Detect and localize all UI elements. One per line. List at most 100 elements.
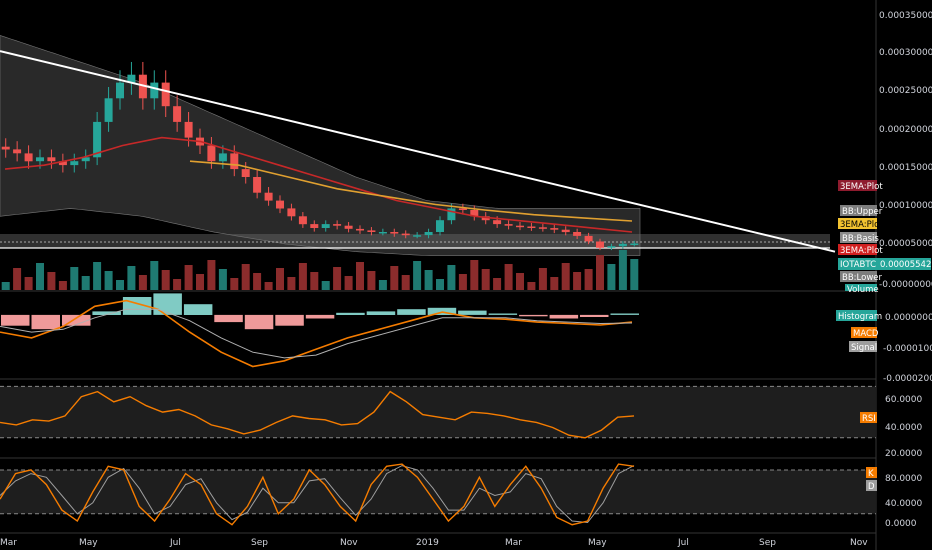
volume-bar: [424, 270, 433, 290]
stoch-tick-label: 80.0000: [885, 474, 922, 484]
candle-body: [127, 74, 136, 83]
indicator-tags[interactable]: 3EMA:Plot BB:Upper 3EMA:Plot BB:Basis 3E…: [836, 180, 931, 492]
candle-body: [527, 226, 536, 228]
candle-body: [81, 157, 90, 162]
volume-bar: [24, 277, 33, 290]
volume-bar: [367, 271, 376, 290]
volume-bar: [447, 265, 456, 290]
stoch-d-line: [0, 465, 635, 524]
macd-histogram-bar: [336, 312, 365, 315]
volume-bar: [356, 262, 364, 290]
histogram-tag[interactable]: Histogram: [836, 310, 882, 322]
volume-bar: [584, 269, 593, 290]
rsi-pane[interactable]: [0, 385, 876, 439]
macd-histogram-bar: [458, 310, 487, 315]
stoch-d-tag[interactable]: D: [866, 480, 877, 492]
symbol-tag[interactable]: IOTABTC: [838, 258, 877, 270]
stoch-k-tag[interactable]: K: [866, 467, 877, 479]
candle-body: [504, 224, 513, 226]
price-pane[interactable]: [0, 35, 836, 290]
volume-bar: [401, 275, 410, 290]
volume-bar: [618, 250, 627, 290]
volume-bar: [333, 267, 342, 290]
ema-plot-tag-low[interactable]: 3EMA:Plot: [838, 244, 883, 256]
time-tick-label: May: [588, 538, 607, 548]
candle-body: [367, 230, 376, 232]
bb-lower-tag-text: BB:Lower: [842, 273, 882, 283]
macd-line: [0, 299, 633, 368]
candle-body: [493, 220, 502, 225]
macd-axis[interactable]: 0.00000000 -0.00001000 -0.00002000: [883, 313, 932, 384]
volume-bar: [321, 281, 330, 290]
candle-body: [36, 157, 44, 162]
candle-body: [13, 149, 22, 154]
candle-body: [161, 82, 170, 107]
candle-body: [310, 224, 319, 228]
bb-lower-tag[interactable]: BB:Lower: [840, 271, 882, 283]
candle-body: [424, 232, 433, 236]
candle-body: [413, 235, 422, 237]
candle-body: [24, 153, 33, 162]
signal-tag[interactable]: Signal: [849, 341, 877, 353]
volume-bar: [264, 282, 273, 290]
macd-histogram-bar: [92, 311, 121, 315]
bb-upper-tag[interactable]: BB:Upper: [840, 205, 883, 217]
time-axis[interactable]: Mar May Jul Sep Nov 2019 Mar May Jul Sep…: [0, 538, 868, 548]
ema-orange-line: [189, 160, 633, 222]
time-tick-label: Jul: [677, 538, 689, 548]
candle-body: [618, 243, 627, 247]
candle-body: [298, 216, 307, 225]
rsi-axis[interactable]: 60.0000 40.0000 20.0000: [885, 395, 922, 459]
signal-tag-text: Signal: [851, 343, 877, 353]
candle-body: [470, 210, 479, 217]
price-tick-label: 0.00005000: [879, 239, 932, 249]
time-tick-label: Nov: [340, 538, 358, 548]
signal-line: [0, 308, 633, 359]
price-tick-label: 0.00020000: [879, 125, 932, 135]
volume-bar: [550, 277, 559, 290]
stoch-d-tag-text: D: [868, 482, 875, 492]
rsi-tick-label: 20.0000: [885, 449, 922, 459]
volume-bar: [93, 262, 102, 290]
volume-bar: [36, 263, 44, 290]
macd-histogram-bar: [580, 314, 609, 317]
stoch-axis[interactable]: 80.0000 40.0000 0.0000: [885, 474, 922, 529]
macd-histogram-bar: [519, 314, 548, 317]
candle-body: [184, 121, 193, 138]
candle-body: [630, 243, 639, 245]
macd-tag[interactable]: MACD: [851, 327, 879, 339]
volume-bar: [390, 266, 399, 290]
candle-body: [447, 208, 456, 221]
candle-body: [550, 228, 559, 230]
volume-bar: [116, 280, 124, 290]
last-price-text: 0.00005542: [880, 260, 931, 270]
stoch-pane[interactable]: [0, 463, 876, 526]
rsi-tag[interactable]: RSI: [860, 412, 877, 424]
volume-bar: [1, 282, 10, 290]
candle-body: [596, 241, 604, 248]
volume-bar: [527, 282, 536, 290]
volume-bar: [218, 269, 227, 290]
candle-body: [70, 161, 79, 166]
rsi-band: [0, 386, 876, 438]
rsi-line: [0, 390, 635, 439]
volume-tag[interactable]: Volume: [845, 284, 879, 295]
macd-tag-text: MACD: [853, 329, 879, 339]
candle-body: [561, 229, 570, 233]
ema-plot-tag-top[interactable]: 3EMA:Plot: [838, 180, 883, 192]
candle-body: [93, 121, 102, 158]
volume-bar: [413, 261, 422, 290]
ema-plot-tag-text: 3EMA:Plot: [840, 246, 883, 256]
macd-pane[interactable]: [0, 293, 639, 368]
ema-red-line: [4, 136, 633, 233]
candle-body: [218, 153, 227, 162]
volume-bar: [161, 270, 170, 290]
volume-bar: [344, 276, 353, 290]
bb-basis-tag[interactable]: BB:Basis: [840, 232, 879, 244]
volume-bar: [276, 268, 284, 290]
ema-plot-tag-mid[interactable]: 3EMA:Plot: [838, 218, 883, 230]
time-tick-label: Mar: [0, 538, 17, 548]
price-axis[interactable]: 0.00035000 0.00030000 0.00025000 0.00020…: [879, 11, 932, 290]
last-price-tag[interactable]: 0.00005542: [877, 258, 931, 270]
